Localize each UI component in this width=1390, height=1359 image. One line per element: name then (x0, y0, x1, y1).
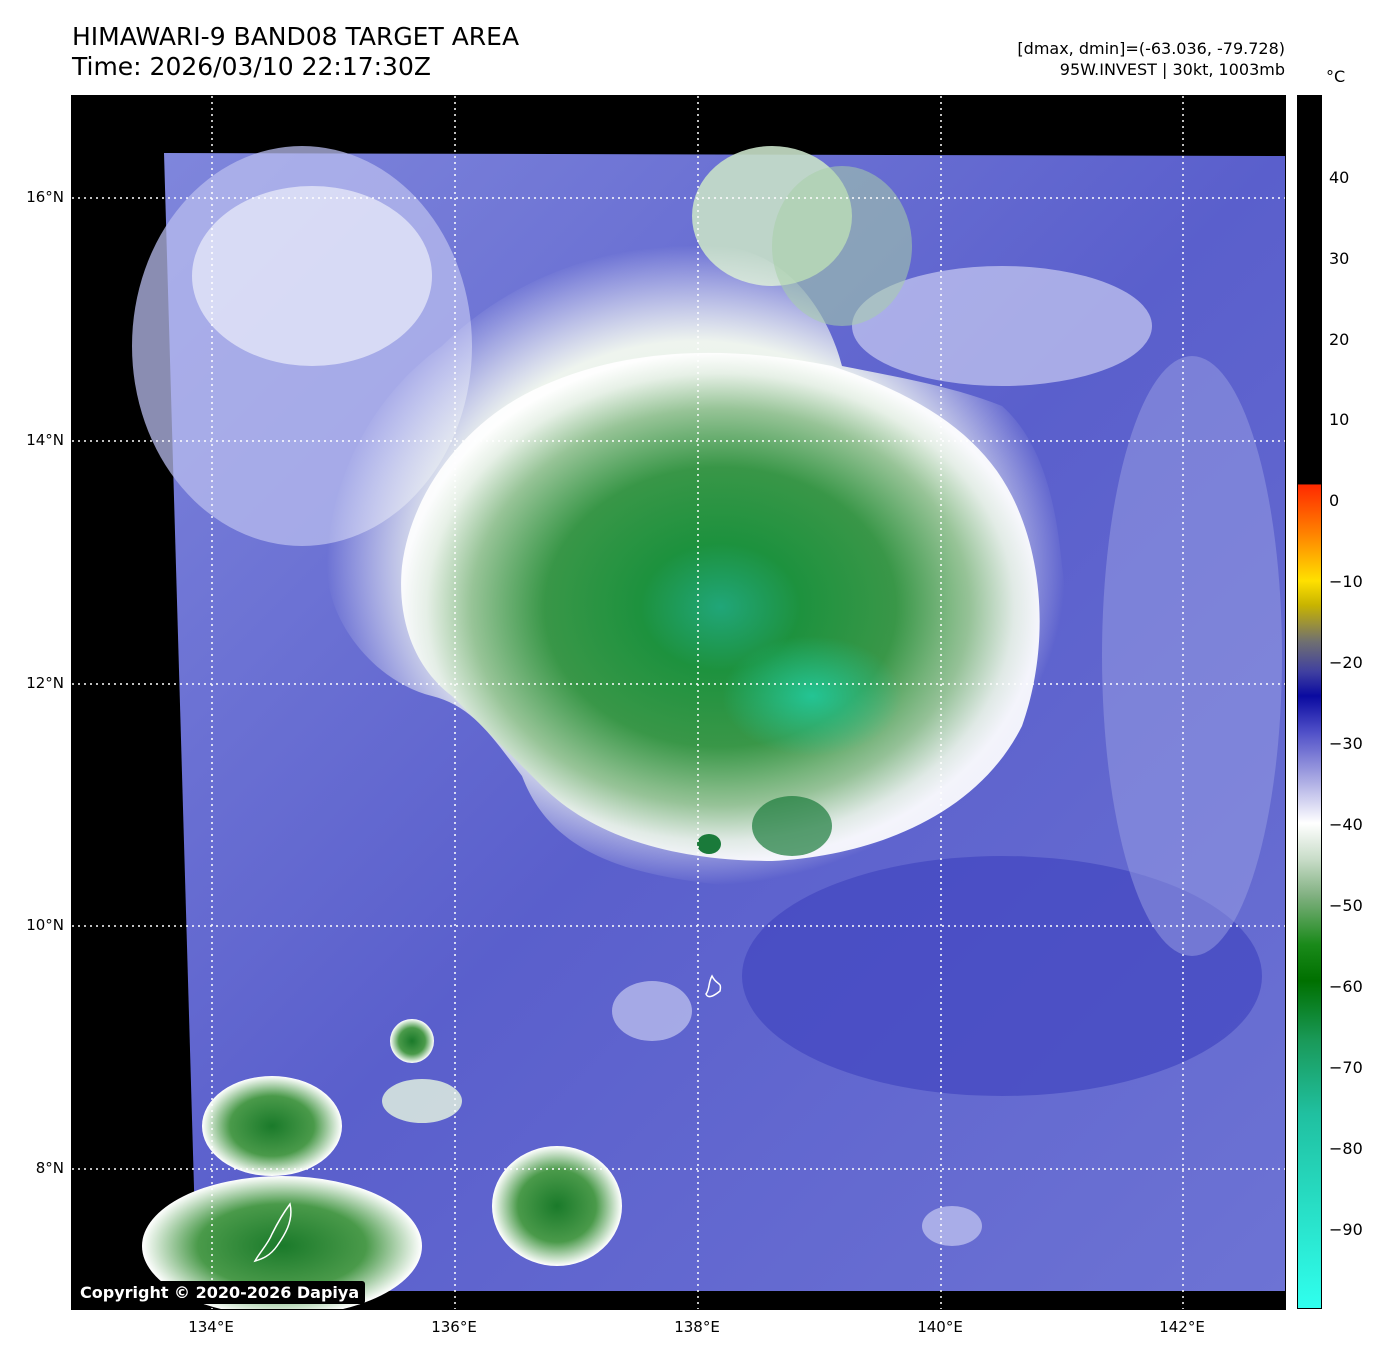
lon-label-134e: 134°E (188, 1318, 234, 1336)
chart-title: HIMAWARI-9 BAND08 TARGET AREA Time: 2026… (72, 22, 519, 82)
water-vapor-imagery (72, 96, 1285, 1309)
satellite-image-panel (71, 95, 1286, 1310)
lon-label-142e: 142°E (1159, 1318, 1205, 1336)
colorbar-tick: −60 (1329, 977, 1363, 996)
lat-label-10n: 10°N (26, 916, 64, 934)
graticule (72, 96, 1285, 1309)
colorbar-tick: 40 (1329, 168, 1350, 187)
storm-info: [dmax, dmin]=(-63.036, -79.728) 95W.INVE… (1017, 38, 1285, 80)
title-line-2: Time: 2026/03/10 22:17:30Z (72, 52, 431, 81)
colorbar-unit: °C (1326, 67, 1346, 86)
colorbar-tick: 30 (1329, 249, 1350, 268)
colorbar-tick: −90 (1329, 1220, 1363, 1239)
convection-cluster-west (202, 1076, 342, 1176)
convection-cluster-south (492, 1146, 622, 1266)
coastline-palau (253, 1202, 292, 1263)
colorbar-tick: 10 (1329, 410, 1350, 429)
colorbar-tick: −80 (1329, 1139, 1363, 1158)
dmax-dmin-text: [dmax, dmin]=(-63.036, -79.728) (1017, 39, 1285, 58)
colorbar-tick: −30 (1329, 734, 1363, 753)
colorbar-tick: −70 (1329, 1058, 1363, 1077)
lon-label-136e: 136°E (431, 1318, 477, 1336)
storm-id-text: 95W.INVEST | 30kt, 1003mb (1059, 60, 1285, 79)
lat-label-16n: 16°N (26, 188, 64, 206)
coastline-yap (705, 974, 722, 998)
lat-label-8n: 8°N (35, 1159, 64, 1177)
lat-label-12n: 12°N (26, 674, 64, 692)
colorbar-tick: −20 (1329, 653, 1363, 672)
colorbar-tick: −40 (1329, 815, 1363, 834)
colorbar-tick: 0 (1329, 491, 1340, 510)
convection-cluster-southwest (142, 1176, 422, 1309)
lat-label-14n: 14°N (26, 431, 64, 449)
lon-label-140e: 140°E (917, 1318, 963, 1336)
colorbar-tick: −10 (1329, 572, 1363, 591)
temperature-colorbar (1297, 95, 1322, 1309)
colorbar-tick: 20 (1329, 330, 1350, 349)
lon-label-138e: 138°E (674, 1318, 720, 1336)
copyright-label: Copyright © 2020-2026 Dapiya (74, 1281, 366, 1304)
colorbar-tick: −50 (1329, 896, 1363, 915)
title-line-1: HIMAWARI-9 BAND08 TARGET AREA (72, 22, 520, 51)
